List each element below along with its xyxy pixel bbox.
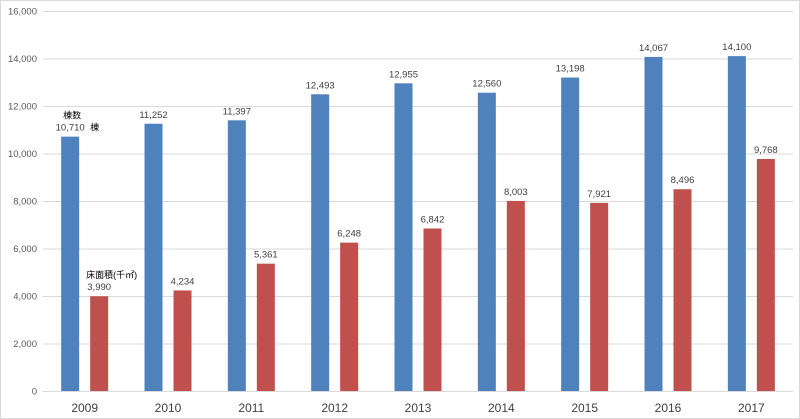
bar-buildings (311, 94, 330, 391)
gridlines (43, 11, 793, 392)
bar-buildings (477, 92, 496, 391)
y-axis: 0 2,000 4,000 6,000 8,000 10,000 12,000 14,000 1… (8, 7, 37, 398)
x-tick-label: 2011 (238, 401, 264, 415)
data-label-floor-area: 6,842 (421, 215, 445, 226)
bars (61, 56, 775, 392)
x-tick-label: 2016 (655, 401, 682, 415)
bar-buildings (644, 56, 663, 391)
bar-buildings (727, 56, 746, 391)
y-tick-label: 2,000 (13, 339, 37, 350)
bar-floor-area (673, 189, 692, 391)
y-tick-label: 16,000 (8, 7, 37, 18)
data-label-floor-area: 3,990 (87, 282, 111, 293)
y-tick-label: 0 (32, 387, 37, 398)
y-tick-label: 4,000 (13, 292, 37, 303)
x-tick-label: 2015 (571, 401, 598, 415)
x-tick-label: 2010 (155, 401, 182, 415)
y-tick-label: 14,000 (8, 54, 37, 65)
data-label-floor-area: 6,248 (337, 229, 361, 240)
data-label-buildings: 12,955 (389, 69, 418, 80)
y-tick-label: 6,000 (13, 244, 37, 255)
series-label-buildings: 棟数 (63, 110, 81, 121)
x-tick-label: 2012 (321, 401, 348, 415)
data-label-buildings: 14,100 (722, 42, 751, 53)
data-label-floor-area: 8,003 (504, 187, 528, 198)
bar-floor-area (256, 263, 275, 391)
x-axis: 2009 2010 2011 2012 2013 2014 2015 2016 2017 (71, 401, 765, 415)
y-tick-label: 10,000 (8, 149, 37, 160)
bar-floor-area (173, 290, 192, 391)
data-label-floor-area: 9,768 (754, 145, 778, 156)
data-label-buildings: 14,067 (639, 43, 668, 54)
data-label-buildings: 11,252 (139, 110, 167, 121)
bar-floor-area (340, 242, 359, 391)
bar-floor-area (423, 228, 442, 391)
data-label-buildings: 12,493 (306, 80, 335, 91)
x-tick-label: 2013 (405, 401, 432, 415)
bar-floor-area (590, 202, 609, 391)
bar-buildings (61, 136, 80, 391)
x-tick-label: 2014 (488, 401, 515, 415)
bar-floor-area (506, 200, 525, 391)
x-tick-label: 2017 (738, 401, 765, 415)
bar-buildings (561, 77, 580, 392)
y-tick-label: 12,000 (8, 102, 37, 113)
data-label-buildings: 11,397 (223, 106, 251, 117)
data-label-floor-area: 4,234 (171, 276, 195, 287)
bar-buildings (227, 120, 246, 391)
series-label-floor-area: 床面積(千㎡) (86, 269, 137, 280)
bar-floor-area (756, 159, 775, 391)
bar-floor-area (90, 296, 109, 391)
unit-label-buildings: 棟 (90, 122, 99, 133)
data-label-buildings: 12,560 (472, 79, 501, 90)
bar-buildings (394, 83, 413, 391)
data-label-floor-area: 5,361 (254, 250, 278, 261)
data-label-floor-area: 7,921 (587, 189, 611, 200)
data-labels: 10,710 3,990 11,252 4,234 11,397 5,361 12,493 6… (56, 42, 778, 293)
data-label-buildings: 10,710 (56, 123, 85, 134)
data-label-buildings: 13,198 (556, 64, 585, 75)
x-tick-label: 2009 (71, 401, 98, 415)
data-label-floor-area: 8,496 (671, 175, 695, 186)
bar-buildings (144, 123, 163, 391)
y-tick-label: 8,000 (13, 197, 37, 208)
